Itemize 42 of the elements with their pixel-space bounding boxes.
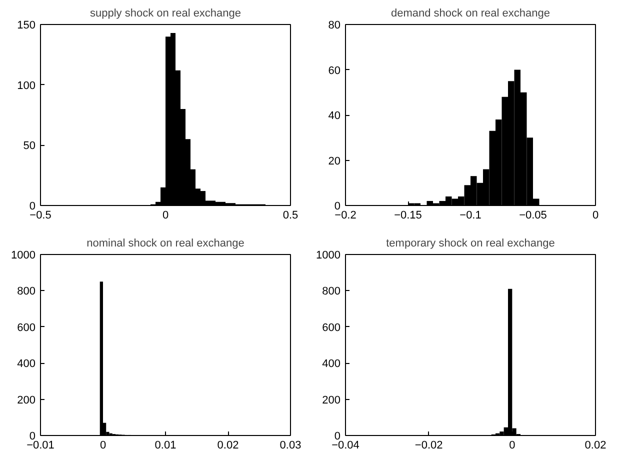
x-tick-label: 0 bbox=[509, 440, 516, 452]
y-tick-label: 0 bbox=[29, 200, 36, 212]
y-tick-label: 0 bbox=[29, 430, 36, 442]
x-tick-label: −0.04 bbox=[332, 440, 360, 452]
y-tick-label: 40 bbox=[328, 110, 341, 122]
chart-title: supply shock on real exchange bbox=[90, 8, 242, 20]
y-tick-label: 1000 bbox=[316, 250, 341, 262]
chart-title: nominal shock on real exchange bbox=[86, 238, 244, 250]
y-tick-label: 0 bbox=[334, 430, 341, 442]
y-tick-label: 600 bbox=[322, 322, 341, 334]
y-tick-label: 800 bbox=[322, 286, 341, 298]
x-tick-label: 0.02 bbox=[217, 440, 239, 452]
x-tick-label: −0.02 bbox=[414, 440, 443, 452]
y-tick-label: 1000 bbox=[11, 250, 36, 262]
x-tick-label: 0 bbox=[100, 440, 106, 452]
x-tick-label: 0.01 bbox=[154, 440, 176, 452]
y-tick-label: 400 bbox=[322, 358, 341, 370]
x-tick-label: −0.5 bbox=[30, 210, 52, 222]
y-tick-label: 50 bbox=[23, 140, 36, 152]
x-tick-label: 0.02 bbox=[584, 440, 606, 452]
y-tick-label: 150 bbox=[17, 20, 36, 32]
x-tick-label: 0 bbox=[162, 210, 169, 222]
x-tick-label: 0.03 bbox=[280, 440, 302, 452]
y-tick-label: 20 bbox=[328, 155, 341, 168]
y-tick-label: 60 bbox=[328, 64, 341, 77]
y-tick-label: 200 bbox=[17, 394, 36, 406]
x-tick-label: −0.01 bbox=[26, 440, 54, 452]
y-tick-label: 400 bbox=[17, 358, 36, 370]
y-tick-label: 800 bbox=[17, 286, 36, 298]
x-tick-label: −0.1 bbox=[460, 210, 482, 222]
x-tick-label: −0.15 bbox=[394, 210, 422, 222]
chart-title: temporary shock on real exchange bbox=[386, 238, 555, 250]
x-tick-label: 0.5 bbox=[282, 210, 298, 222]
y-tick-label: 100 bbox=[17, 80, 36, 92]
x-tick-label: 0 bbox=[592, 210, 599, 222]
chart-title: demand shock on real exchange bbox=[391, 8, 550, 20]
y-tick-label: 80 bbox=[328, 20, 341, 32]
x-tick-label: −0.05 bbox=[519, 210, 547, 222]
y-tick-label: 0 bbox=[334, 200, 341, 212]
y-tick-label: 600 bbox=[17, 322, 36, 334]
y-tick-label: 200 bbox=[322, 394, 341, 406]
x-tick-label: −0.2 bbox=[334, 210, 356, 222]
